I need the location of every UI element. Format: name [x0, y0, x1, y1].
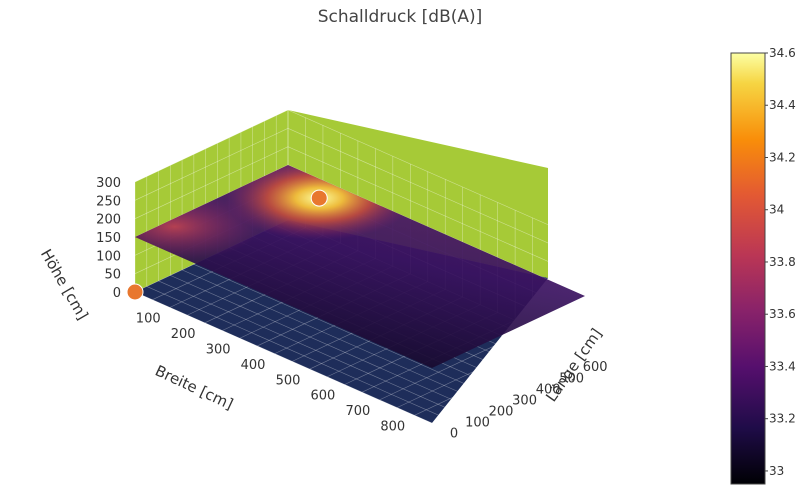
y-tick-label: 300 [512, 393, 537, 408]
z-tick-label: 200 [96, 213, 121, 228]
floor-gridline-x [431, 350, 586, 424]
floor-gridline-x [379, 327, 533, 401]
source-marker [310, 189, 328, 207]
z-tick-label: 150 [96, 231, 121, 246]
wall-gridline-z [134, 127, 586, 260]
colorbar-tick-label: 33.8 [769, 255, 796, 269]
floor-gridline-y [158, 280, 456, 413]
floor-gridline-y [181, 269, 480, 402]
colorbar-tick-label: 34.6 [769, 46, 796, 60]
y-tick-label: 200 [489, 405, 514, 420]
z-tick-label: 300 [96, 176, 121, 191]
x-tick-label: 500 [276, 373, 301, 388]
colorbar: 33 33.2 33.4 33.6 33.8 34 34.2 34.4 34.6 [730, 46, 796, 485]
x-axis-title: Breite [cm] [152, 362, 236, 414]
colorbar-tick-label: 33 [769, 464, 784, 478]
y-tick-label: 400 [536, 382, 561, 397]
surface-warm-region [135, 192, 260, 261]
z-tick-label: 250 [96, 194, 121, 209]
x-tick-label: 600 [311, 389, 336, 404]
y-tick-label: 500 [559, 371, 584, 386]
wall-gridline-z [134, 146, 586, 278]
source-marker [126, 283, 144, 301]
z-tick-label: 100 [96, 249, 121, 264]
colorbar-tick-label: 34 [769, 203, 784, 217]
floor-gridline-y [193, 264, 491, 396]
x-tick-label: 200 [171, 327, 196, 342]
x-tick-label: 100 [136, 312, 161, 327]
colorbar-tick-label: 33.4 [769, 359, 796, 373]
y-tick-label: 0 [450, 427, 458, 442]
y-tick-label: 100 [465, 416, 490, 431]
colorbar-tick-label: 33.2 [769, 412, 796, 426]
x-tick-label: 800 [380, 420, 405, 435]
colorbar-gradient [730, 52, 766, 485]
colorbar-tick-label: 34.4 [769, 98, 796, 112]
floor-gridline-x [396, 335, 551, 408]
floor-gridline-y [134, 291, 433, 424]
x-tick-label: 300 [206, 342, 231, 357]
z-tick-label: 50 [104, 268, 121, 283]
floor-gridline-x [414, 343, 568, 416]
back-wall [288, 110, 548, 278]
colorbar-tick-label: 33.6 [769, 307, 796, 321]
x-tick-label: 400 [241, 358, 266, 373]
chart-title: Schalldruck [dB(A)] [318, 7, 483, 27]
wall-gridline-z [134, 109, 586, 242]
x-tick-label: 700 [345, 404, 370, 419]
y-tick-label: 600 [583, 360, 608, 375]
floor-gridline-y [146, 286, 444, 418]
z-axis-title: Höhe [cm] [37, 246, 92, 323]
floor-gridline-y [170, 275, 468, 407]
colorbar-tick-label: 34.2 [769, 150, 796, 164]
z-tick-label: 0 [113, 286, 121, 301]
